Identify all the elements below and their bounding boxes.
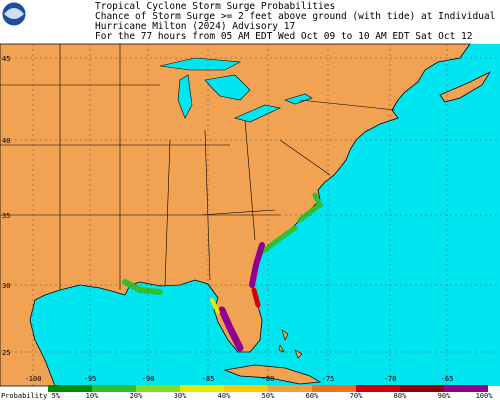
legend-label: 20% xyxy=(130,392,143,400)
legend-label: 10% xyxy=(86,392,99,400)
legend-title: Probability 5% xyxy=(1,392,61,400)
bahamas xyxy=(278,329,303,359)
latitude-label: 35 xyxy=(2,212,10,220)
graticule: 45 40 35 30 25 -100 -95 -90 -85 -80 -75 -70 -65 xyxy=(0,44,500,386)
legend-swatch xyxy=(444,385,488,392)
legend: Probability 5% 10% 20% 30% 40% 50% 60% 70% 80% 90… xyxy=(1,385,493,400)
longitude-label: -85 xyxy=(202,375,215,383)
longitude-label: -80 xyxy=(262,375,275,383)
longitude-label: -95 xyxy=(84,375,97,383)
longitude-label: -100 xyxy=(25,375,42,383)
latitude-label: 45 xyxy=(2,55,10,63)
header-line: Hurricane Milton (2024) Advisory 17 xyxy=(95,21,295,32)
legend-label: 90% xyxy=(438,392,451,400)
header-line: For the 77 hours from 05 AM EDT Wed Oct … xyxy=(95,31,473,42)
legend-swatch xyxy=(312,385,356,392)
legend-label: 80% xyxy=(394,392,407,400)
legend-label: 40% xyxy=(218,392,231,400)
longitude-label: -90 xyxy=(142,375,155,383)
latitude-label: 30 xyxy=(2,282,10,290)
logo xyxy=(1,1,27,27)
legend-swatch xyxy=(268,385,312,392)
latitude-label: 40 xyxy=(2,137,10,145)
longitude-label: -70 xyxy=(384,375,397,383)
header-line: Tropical Cyclone Storm Surge Probabiliti… xyxy=(95,1,335,12)
longitude-label: -65 xyxy=(441,375,454,383)
legend-swatch xyxy=(48,385,92,392)
great-lakes xyxy=(159,57,313,123)
legend-label: 70% xyxy=(350,392,363,400)
latitude-label: 25 xyxy=(2,349,10,357)
cuba xyxy=(223,364,322,385)
legend-swatch xyxy=(180,385,224,392)
surge-areas xyxy=(122,192,324,352)
legend-label: 60% xyxy=(306,392,319,400)
legend-label: 30% xyxy=(174,392,187,400)
legend-swatch xyxy=(92,385,136,392)
legend-label: 100% xyxy=(476,392,494,400)
nova-scotia xyxy=(439,71,492,103)
legend-swatch xyxy=(356,385,400,392)
legend-swatch xyxy=(136,385,180,392)
legend-swatch xyxy=(400,385,444,392)
legend-swatch xyxy=(224,385,268,392)
legend-label: 50% xyxy=(262,392,275,400)
longitude-label: -75 xyxy=(322,375,335,383)
header-line: Chance of Storm Surge >= 2 feet above gr… xyxy=(95,11,500,22)
